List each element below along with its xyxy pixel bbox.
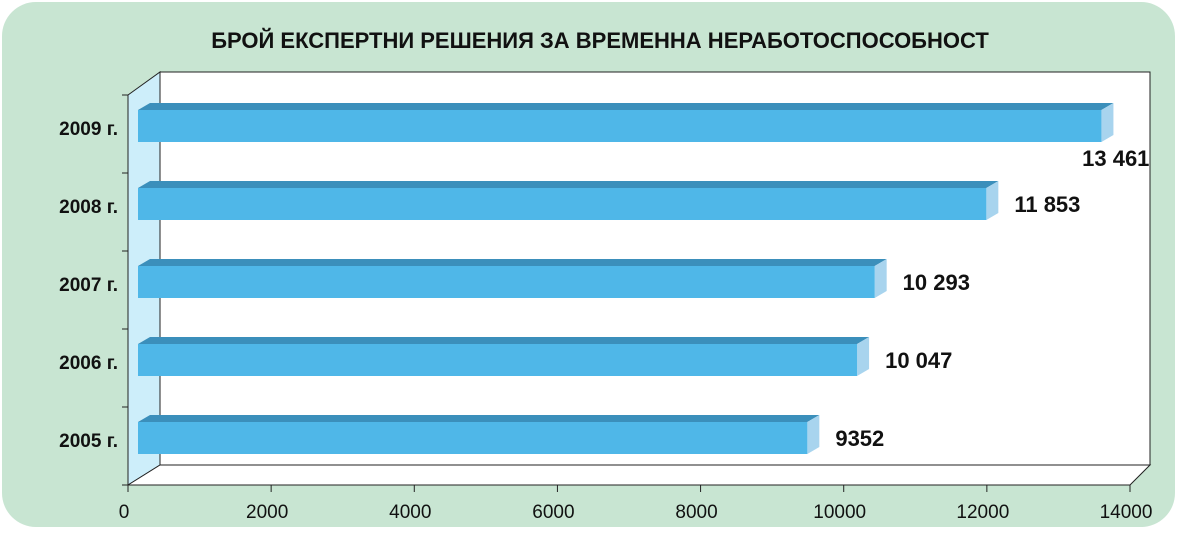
x-tick-label: 4000 xyxy=(389,502,431,523)
y-tick-label: 2005 г. xyxy=(59,431,118,452)
y-tick-label: 2006 г. xyxy=(59,353,118,374)
bar-top xyxy=(138,181,999,188)
x-tick-label: 10000 xyxy=(813,502,866,523)
value-label: 9352 xyxy=(835,426,884,451)
chart-title: БРОЙ ЕКСПЕРТНИ РЕШЕНИЯ ЗА ВРЕМЕННА НЕРАБ… xyxy=(211,28,989,53)
x-tick-label: 6000 xyxy=(532,502,574,523)
x-tick-label: 8000 xyxy=(675,502,717,523)
x-tick-label: 2000 xyxy=(246,502,288,523)
bar-top xyxy=(138,259,887,266)
bar-end xyxy=(807,415,820,454)
bar xyxy=(138,188,987,220)
value-label: 10 047 xyxy=(885,348,952,373)
bar-top xyxy=(138,103,1114,110)
y-tick-label: 2007 г. xyxy=(59,275,118,296)
bar xyxy=(138,344,858,376)
bar xyxy=(138,110,1102,142)
bar xyxy=(138,422,808,454)
x-tick-label: 0 xyxy=(119,502,130,523)
bar-top xyxy=(138,337,870,344)
y-tick-label: 2009 г. xyxy=(59,119,118,140)
bar xyxy=(138,266,875,298)
bar-end xyxy=(986,181,999,220)
value-label: 11 853 xyxy=(1014,192,1080,217)
bar-top xyxy=(138,415,820,422)
bar-end xyxy=(874,259,887,298)
value-label: 13 461 xyxy=(1082,146,1149,171)
x-tick-label: 14000 xyxy=(1100,502,1153,523)
bar-end xyxy=(1101,103,1114,142)
x-tick-label: 12000 xyxy=(956,502,1009,523)
y-tick-label: 2008 г. xyxy=(59,197,118,218)
floor xyxy=(126,464,1152,486)
value-label: 10 293 xyxy=(903,270,970,295)
bar-end xyxy=(857,337,870,376)
